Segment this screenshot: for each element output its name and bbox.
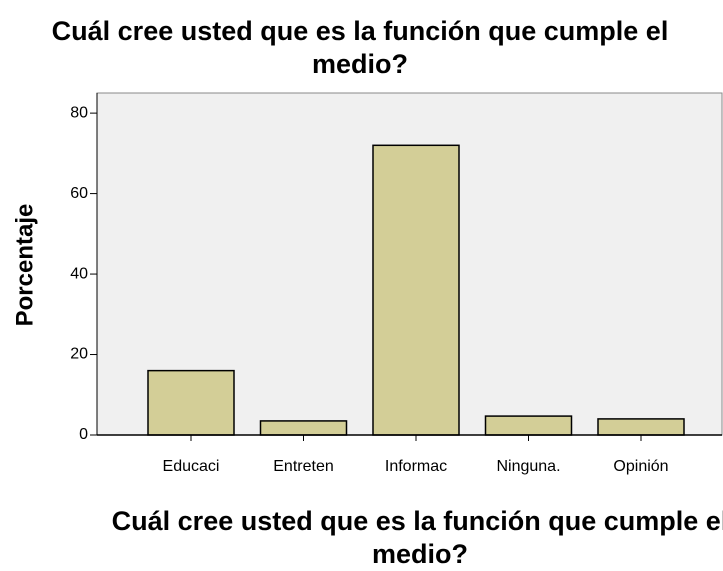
x-tick-label: Educaci xyxy=(163,458,220,475)
y-tick-label: 80 xyxy=(70,104,88,121)
y-tick-label: 40 xyxy=(70,265,88,282)
x-axis-label: Cuál cree usted que es la función que cu… xyxy=(111,506,723,569)
x-tick-label: Informac xyxy=(385,458,447,475)
bar xyxy=(484,415,573,436)
chart: Porcentaje 0 20 40 60 80 Educaci Entreten Infor… xyxy=(11,92,723,475)
x-tick-label: Ninguna. xyxy=(496,458,560,475)
y-tick-label: 60 xyxy=(70,185,88,202)
x-tick-label: Opinión xyxy=(613,458,668,475)
chart-title: Cuál cree usted que es la función que cu… xyxy=(51,16,669,79)
bar xyxy=(597,418,685,436)
x-tick-label: Entreten xyxy=(273,458,333,475)
bar xyxy=(147,369,235,436)
bar xyxy=(372,144,460,436)
y-tick-label: 20 xyxy=(70,346,88,363)
y-axis-label: Porcentaje xyxy=(11,204,38,327)
y-tick-label: 0 xyxy=(79,426,88,443)
bar xyxy=(259,420,348,436)
